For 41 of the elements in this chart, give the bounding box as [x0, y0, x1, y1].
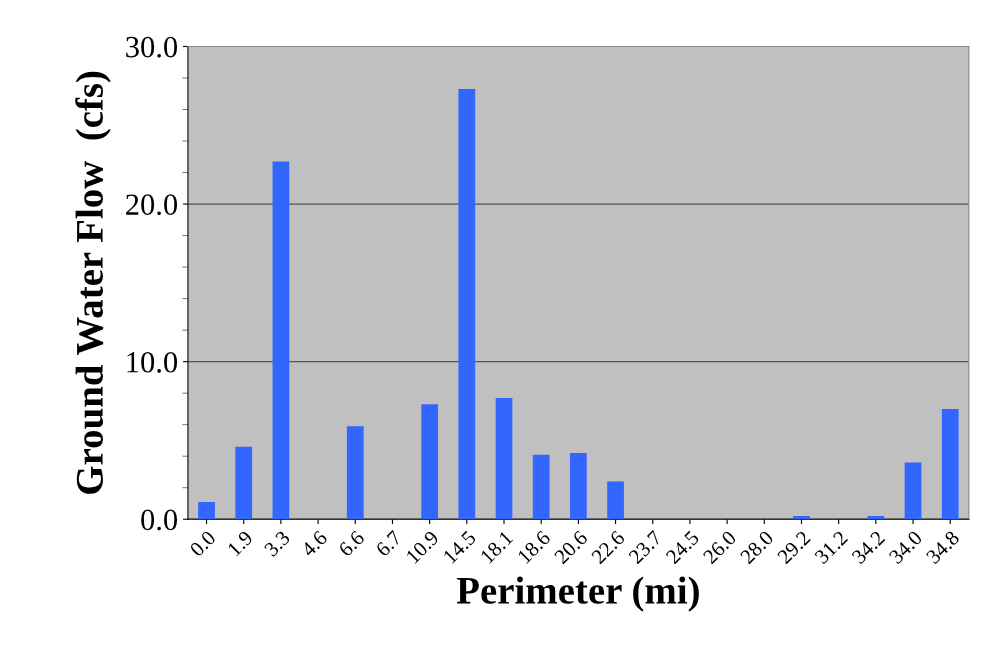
- x-tick-label: 14.5: [442, 530, 477, 564]
- x-tick-label: 6.6: [337, 529, 366, 558]
- x-tick-label: 26.0: [702, 529, 737, 565]
- y-tick-label: 10.0: [127, 351, 178, 373]
- bar: [458, 89, 476, 520]
- bar: [272, 161, 290, 520]
- bar: [904, 462, 922, 520]
- x-tick-label: 6.7: [375, 529, 403, 558]
- x-axis-title: Perimeter (mi): [456, 576, 699, 612]
- x-tick-label: 0.0: [189, 529, 217, 558]
- bar: [495, 397, 513, 520]
- y-tick-label: 30.0: [126, 36, 178, 58]
- x-tick-label: 28.0: [739, 529, 775, 565]
- x-tick-label: 31.2: [814, 530, 849, 565]
- x-tick-label: 4.6: [300, 529, 329, 558]
- bar: [570, 453, 587, 520]
- x-tick-label: 24.5: [665, 530, 700, 565]
- bar: [532, 454, 550, 520]
- x-tick-label: 10.9: [405, 530, 440, 564]
- bar: [198, 501, 215, 520]
- bar: [421, 404, 438, 520]
- bar: [235, 446, 253, 520]
- x-tick-label: 34.0: [888, 529, 923, 565]
- x-tick-label: 18.6: [517, 529, 552, 564]
- bar: [941, 408, 959, 520]
- y-axis-title: Ground Water Flow (cfs): [75, 71, 111, 494]
- x-tick-label: 34.8: [925, 529, 961, 565]
- x-tick-label: 1.9: [227, 530, 254, 557]
- x-tick-label: 18.1: [479, 530, 514, 564]
- y-tick-label: 20.0: [126, 194, 178, 216]
- x-tick-label: 29.2: [776, 530, 812, 565]
- bar: [867, 516, 885, 520]
- x-tick-label: 3.3: [263, 530, 291, 558]
- bar: [607, 481, 624, 520]
- x-tick-label: 34.2: [851, 530, 886, 565]
- bar: [346, 426, 364, 520]
- x-tick-label: 22.6: [590, 529, 626, 565]
- bar: [793, 516, 810, 520]
- y-tick-label: 0.0: [141, 509, 178, 531]
- x-tick-label: 23.7: [628, 529, 663, 565]
- x-tick-label: 20.6: [553, 529, 589, 565]
